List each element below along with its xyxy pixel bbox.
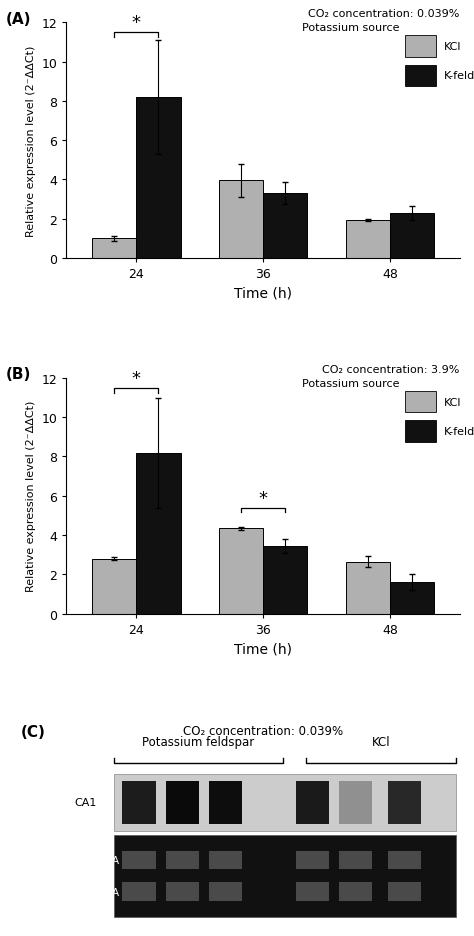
Bar [219, 529, 263, 614]
Bar [92, 239, 136, 258]
Bar [114, 835, 456, 917]
Text: K-feldspar: K-feldspar [444, 427, 474, 436]
Bar [166, 851, 199, 870]
Bar [390, 213, 434, 258]
Bar [136, 453, 181, 614]
Bar [339, 883, 372, 900]
Text: Potassium feldspar: Potassium feldspar [142, 736, 254, 749]
Text: (C): (C) [21, 724, 46, 739]
Text: K-feldspar: K-feldspar [444, 71, 474, 81]
Text: KCl: KCl [444, 397, 462, 407]
Y-axis label: Relative expression level (2⁻ΔΔCt): Relative expression level (2⁻ΔΔCt) [26, 46, 36, 237]
Bar [92, 559, 136, 614]
Bar [295, 782, 329, 824]
Bar [390, 582, 434, 614]
Text: *: * [132, 14, 141, 32]
Text: CO₂ concentration: 0.039%: CO₂ concentration: 0.039% [183, 724, 343, 738]
FancyBboxPatch shape [405, 37, 436, 57]
Bar [122, 782, 156, 824]
X-axis label: Time (h): Time (h) [234, 286, 292, 300]
Bar [166, 782, 199, 824]
Bar [263, 194, 308, 258]
FancyBboxPatch shape [405, 66, 436, 87]
Text: Potassium source: Potassium source [302, 378, 400, 388]
Y-axis label: Relative expression level (2⁻ΔΔCt): Relative expression level (2⁻ΔΔCt) [26, 401, 36, 592]
Bar [346, 221, 390, 258]
Text: *: * [132, 370, 141, 388]
Text: Potassium source: Potassium source [302, 23, 400, 34]
Bar [388, 782, 421, 824]
Text: KCl: KCl [372, 736, 391, 749]
Bar [388, 851, 421, 870]
Bar [295, 851, 329, 870]
Bar [339, 851, 372, 870]
Bar [346, 562, 390, 614]
Bar [209, 782, 242, 824]
Text: (B): (B) [5, 367, 31, 382]
Text: 28S RNA: 28S RNA [74, 856, 119, 866]
Text: CO₂ concentration: 0.039%: CO₂ concentration: 0.039% [309, 9, 460, 20]
Text: *: * [259, 489, 267, 507]
Bar [209, 883, 242, 900]
Bar [388, 883, 421, 900]
X-axis label: Time (h): Time (h) [234, 641, 292, 655]
Text: 18S RNA: 18S RNA [74, 886, 119, 897]
Bar [122, 851, 156, 870]
Bar [339, 782, 372, 824]
Bar [166, 883, 199, 900]
Bar [136, 98, 181, 258]
Bar [209, 851, 242, 870]
Bar [219, 182, 263, 258]
Text: CO₂ concentration: 3.9%: CO₂ concentration: 3.9% [322, 364, 460, 374]
FancyBboxPatch shape [405, 421, 436, 442]
Bar [114, 774, 456, 831]
Bar [263, 547, 308, 614]
Text: KCl: KCl [444, 42, 462, 51]
Bar [295, 883, 329, 900]
FancyBboxPatch shape [405, 391, 436, 413]
Text: (A): (A) [5, 11, 31, 26]
Text: CA1: CA1 [74, 797, 97, 808]
Bar [122, 883, 156, 900]
